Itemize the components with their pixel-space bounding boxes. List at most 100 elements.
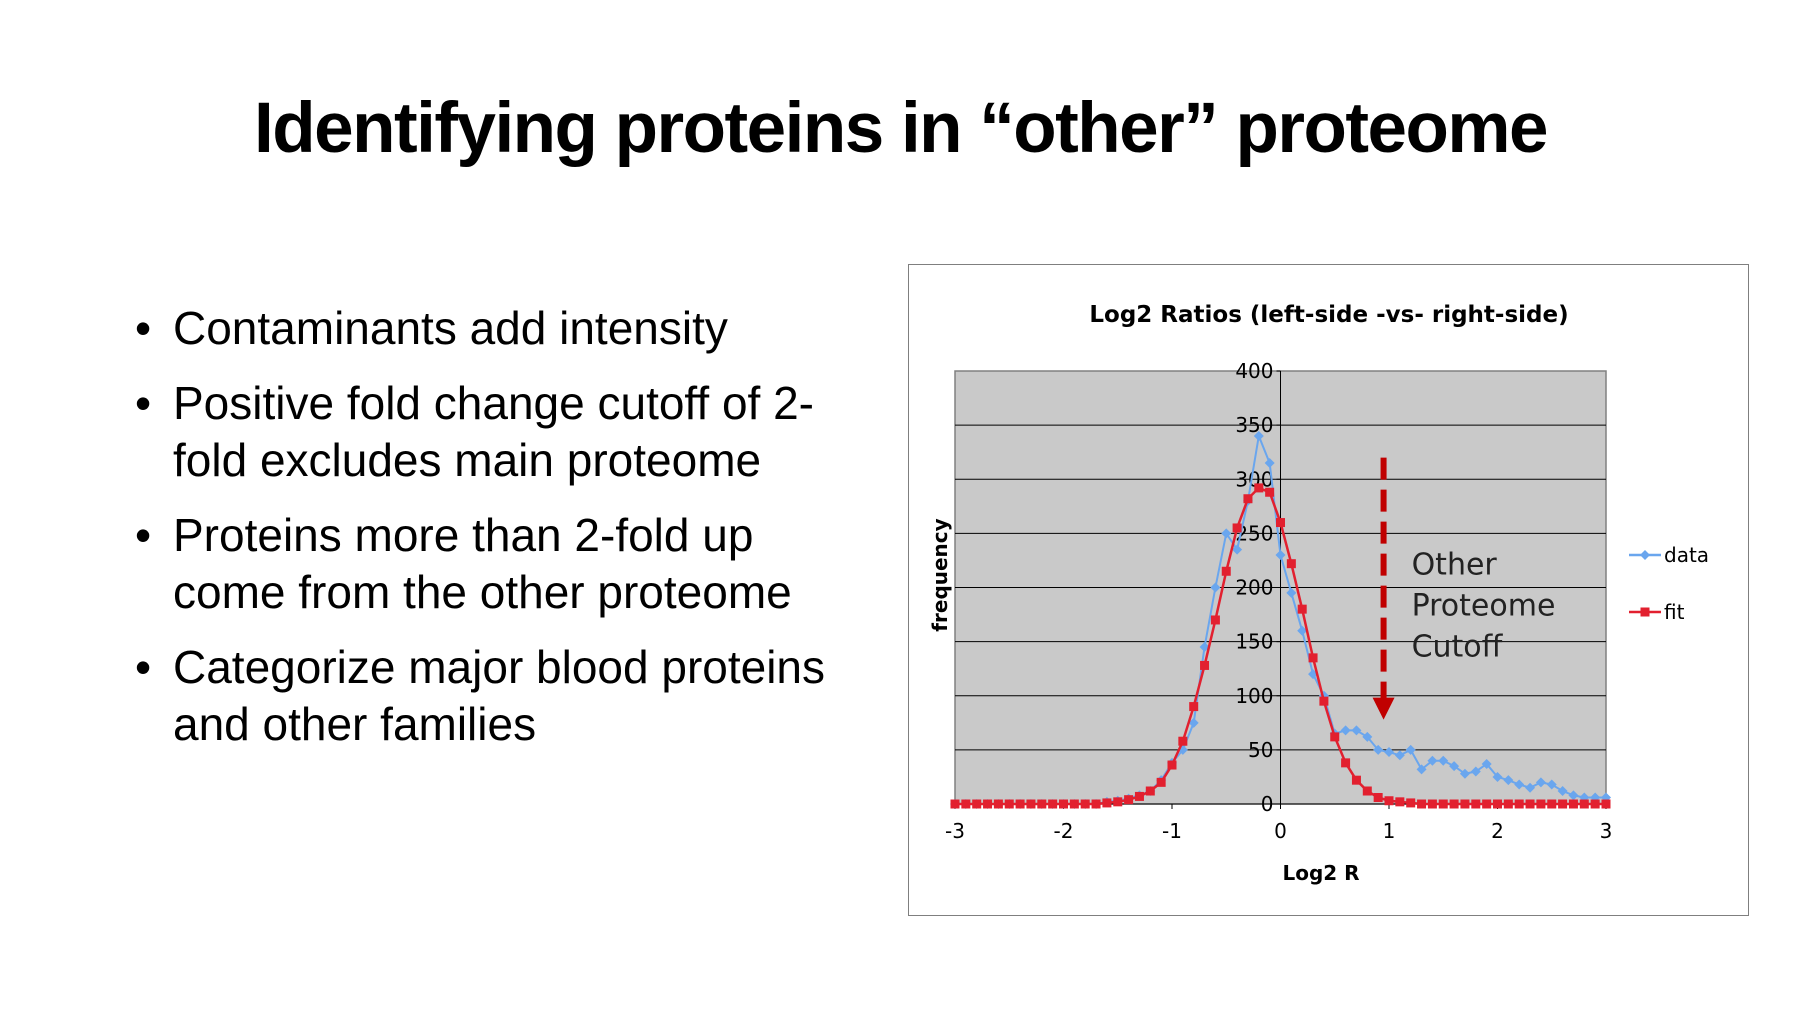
data-point-fit [1449,799,1459,809]
y-tick-label: 350 [1235,413,1273,437]
legend-marker-fit [1640,607,1650,617]
data-point-fit [1145,786,1155,796]
data-point-fit [1026,799,1036,809]
cutoff-label-line: Proteome [1412,589,1556,624]
data-point-data [1384,747,1394,758]
bullet-item: Categorize major blood proteins and othe… [135,639,855,753]
cutoff-annotation: Other Proteome Cutoff [1372,457,1556,720]
data-point-fit [1547,799,1557,809]
cutoff-arrow-head [1372,697,1395,720]
data-point-data [1568,790,1579,801]
data-point-data [1470,766,1481,777]
data-point-data [1557,786,1568,797]
x-tick-label: 0 [1274,819,1287,843]
data-point-fit [1341,758,1351,768]
x-tick-label: -2 [1054,819,1074,843]
legend-label-data: data [1664,543,1709,567]
data-point-fit [961,799,971,809]
data-point-data [1405,744,1416,755]
data-point-data [1535,777,1546,788]
y-tick-label: 200 [1235,576,1273,600]
data-point-data [1449,761,1460,772]
legend-label-fit: fit [1664,600,1685,624]
data-point-data [1264,458,1275,469]
data-point-fit [1286,559,1296,569]
x-tick-label: 3 [1600,819,1613,843]
data-point-fit [1048,799,1058,809]
data-point-data [1459,768,1470,779]
x-tick-label: -3 [945,819,965,843]
data-point-fit [1536,799,1546,809]
data-point-data [1286,587,1297,598]
data-point-fit [1417,799,1427,809]
data-point-data [1503,775,1514,786]
data-point-data [1199,642,1210,653]
data-point-fit [1438,799,1448,809]
data-point-fit [1568,799,1578,809]
x-axis-label: Log2 R [1282,861,1359,885]
data-point-fit [1189,702,1199,712]
data-point-fit [1156,777,1166,787]
data-point-fit [1080,799,1090,809]
data-point-fit [1460,799,1470,809]
chart-frame: Log2 Ratios (left-side -vs- right-side) … [908,264,1749,916]
x-tick-label: -1 [1162,819,1182,843]
data-point-fit [1525,799,1535,809]
data-point-fit [1384,796,1394,806]
cutoff-label-line: Other [1412,548,1498,583]
data-point-fit [1590,799,1600,809]
chart-title: Log2 Ratios (left-side -vs- right-side) [1089,302,1568,328]
legend: data fit [1629,543,1709,624]
y-tick-label: 50 [1248,738,1273,762]
data-point-data [1275,550,1286,561]
x-tick-label: 2 [1491,819,1504,843]
data-point-fit [1059,799,1068,809]
data-point-fit [983,799,993,809]
data-point-fit [1069,799,1079,809]
data-point-fit [1134,791,1144,801]
data-point-fit [1330,732,1340,742]
data-point-data [1210,582,1221,593]
data-point-data [1188,717,1199,728]
data-point-fit [1297,604,1307,614]
data-point-fit [1232,523,1242,533]
data-point-fit [1037,799,1047,809]
data-point-fit [1406,798,1416,808]
data-point-fit [1351,775,1361,785]
data-point-fit [1373,793,1383,803]
slide-title: Identifying proteins in “other” proteome [254,89,1549,168]
data-point-fit [1514,799,1524,809]
data-point-fit [1178,736,1188,746]
data-point-data [1427,755,1438,766]
data-point-data [1221,528,1232,539]
series-fit [950,483,1611,809]
data-point-fit [1004,799,1014,809]
data-point-fit [1265,487,1275,497]
legend-marker-data [1640,550,1650,560]
data-point-data [1492,771,1503,782]
data-point-fit [1493,799,1502,809]
data-point-fit [972,799,982,809]
data-point-fit [1210,615,1220,625]
data-point-fit [1503,799,1513,809]
data-point-fit [1319,696,1329,706]
data-point-data [1308,669,1319,680]
data-point-fit [1200,660,1210,670]
data-point-fit [1254,483,1264,493]
bullet-item: Positive fold change cutoff of 2-fold ex… [135,375,855,489]
chart-svg: Log2 Ratios (left-side -vs- right-side) … [928,302,1709,885]
bullet-item: Contaminants add intensity [135,300,855,357]
data-point-data [1481,758,1492,769]
x-tick-label: 1 [1383,819,1396,843]
y-tick-label: 150 [1235,630,1273,654]
series-group [950,430,1611,809]
data-point-data [1297,625,1308,636]
data-point-fit [1395,797,1405,807]
data-point-fit [1243,494,1253,504]
y-tick-label: 100 [1235,684,1273,708]
data-point-fit [1102,798,1112,808]
data-point-fit [1113,797,1123,807]
data-point-fit [1015,799,1025,809]
data-point-data [1546,779,1557,790]
